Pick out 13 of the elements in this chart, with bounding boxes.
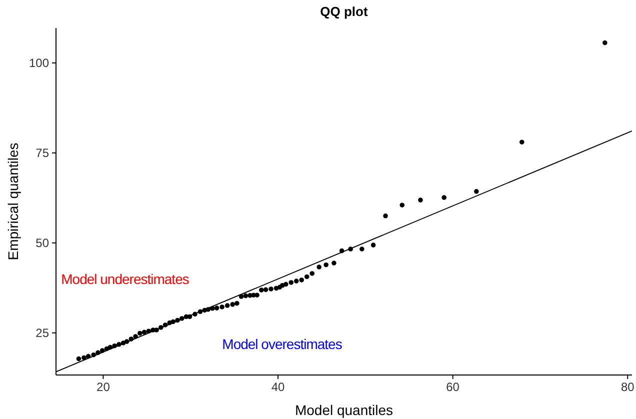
x-tick-label: 80 bbox=[620, 380, 635, 394]
y-tick-label: 50 bbox=[36, 236, 50, 250]
x-axis-title: Model quantiles bbox=[294, 402, 394, 418]
annotation: Model underestimates bbox=[61, 271, 190, 287]
x-tick-label: 40 bbox=[271, 380, 286, 394]
x-tick-label: 60 bbox=[446, 380, 460, 394]
y-tick-label: 25 bbox=[36, 326, 50, 340]
x-tick-label: 20 bbox=[96, 380, 110, 394]
y-axis-title: Empirical quantiles bbox=[5, 142, 21, 260]
y-tick-label: 75 bbox=[36, 146, 50, 160]
y-tick-label: 100 bbox=[28, 56, 50, 70]
annotation: Model overestimates bbox=[222, 336, 342, 352]
chart-title: QQ plot bbox=[320, 4, 368, 19]
